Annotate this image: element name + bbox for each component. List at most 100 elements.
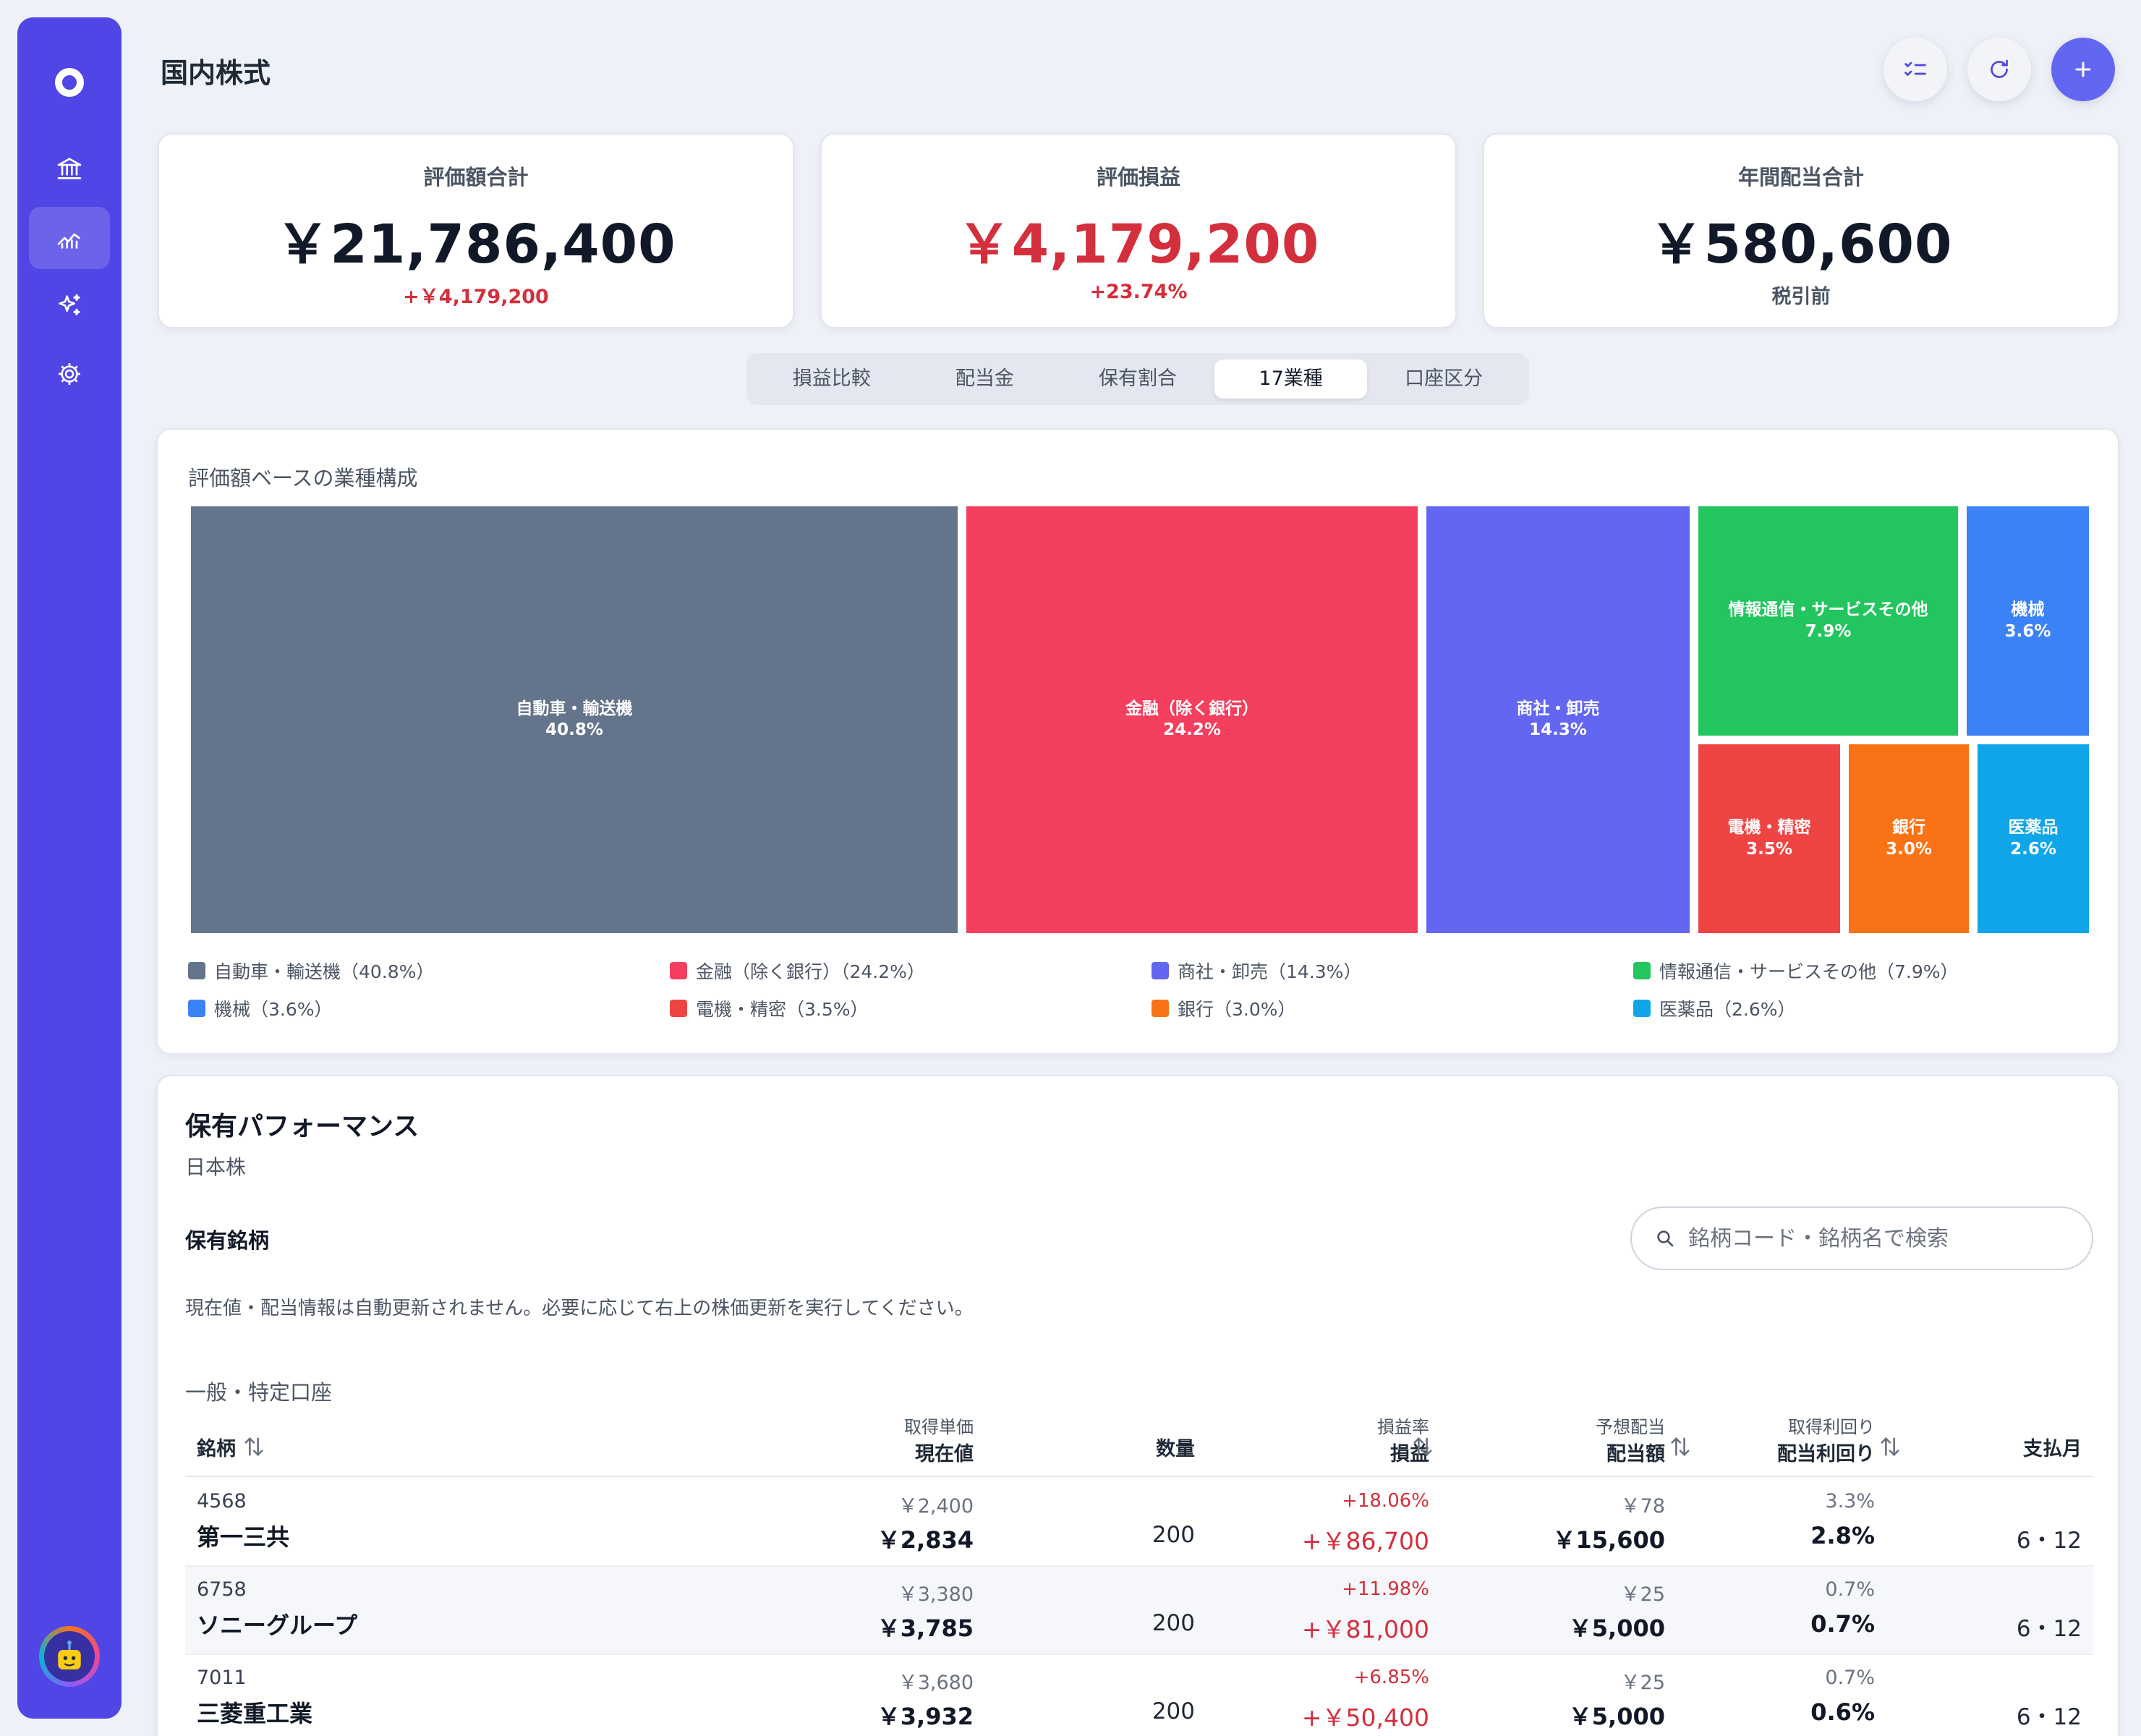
gain-value: ￥4,179,200 [957,213,1320,276]
sidebar-item-stocks[interactable] [29,207,110,269]
chart-tabs: 損益比較 配当金 保有割合 17業種 口座区分 [746,353,1529,405]
legend-item[interactable]: 銀行（3.0%） [1152,995,1296,1021]
col-pl-label: 損益 [1390,1442,1429,1465]
col-yield[interactable]: 取得利回り 配当利回り [1777,1415,1875,1468]
search-input[interactable] [1688,1225,2064,1251]
legend-item[interactable]: 金融（除く銀行）（24.2%） [670,958,925,984]
treemap-cell[interactable]: 医薬品 2.6% [1978,744,2089,933]
cell-div-amt: ￥15,600 [1552,1526,1666,1554]
tab-account-type[interactable]: 口座区分 [1405,367,1484,390]
legend-label: 銀行（3.0%） [1178,999,1296,1020]
cell-qty: 200 [1152,1610,1195,1636]
col-name[interactable]: 銘柄 [197,1435,236,1463]
sort-icon[interactable] [243,1432,265,1461]
gear-icon [59,363,80,385]
sidebar-item-ai[interactable] [29,275,110,337]
avatar[interactable] [39,1626,100,1687]
cell-pl: +￥86,700 [1301,1527,1429,1555]
cell-acq-yield: 0.7% [1825,1667,1875,1689]
col-acq-price-label: 取得単価 [904,1417,974,1437]
treemap-cell-percent: 3.0% [1886,839,1932,859]
tab-pl-compare[interactable]: 損益比較 [792,367,871,390]
valuation-value: ￥21,786,400 [276,213,676,276]
table-row[interactable]: 4568 第一三共 ￥2,400 ￥2,834 200 +18.06% +￥86,700 ￥7… [185,1478,2093,1567]
stock-name: 第一三共 [197,1523,290,1551]
legend-item[interactable]: 商社・卸売（14.3%） [1152,958,1361,984]
sort-icon[interactable] [1412,1432,1434,1461]
sort-icon[interactable] [1879,1432,1901,1461]
account-label: 一般・特定口座 [185,1380,333,1405]
checklist-button[interactable] [1884,38,1947,101]
treemap-cell-name: 情報通信・サービスその他 [1728,600,1928,620]
refresh-button[interactable] [1967,38,2031,101]
legend-label: 金融（除く銀行）（24.2%） [696,961,925,982]
treemap-cell[interactable]: 情報通信・サービスその他 7.9% [1698,506,1958,736]
treemap-cell-name: 商社・卸売 [1516,699,1600,718]
legend-item[interactable]: 電機・精密（3.5%） [670,995,869,1021]
sidebar [17,17,122,1719]
treemap-cell-name: 機械 [2011,600,2045,620]
tab-dividend[interactable]: 配当金 [955,367,1014,390]
col-cur-price-label: 現在値 [915,1442,974,1465]
sector-chart-card: 評価額ベースの業種構成 自動車・輸送機 40.8% 金融（除く銀行） 24.2% 商社・… [156,428,2119,1055]
treemap-cell-name: 自動車・輸送機 [516,699,633,718]
col-pay-month: 支払月 [2023,1435,2082,1463]
cell-qty: 200 [1152,1522,1195,1548]
table-row[interactable]: 7011 三菱重工業 ￥3,680 ￥3,932 200 +6.85% +￥50,400 ￥2… [185,1655,2093,1736]
cell-acq-yield: 0.7% [1825,1578,1875,1601]
app-logo[interactable] [55,68,84,97]
treemap-cell-percent: 24.2% [1163,720,1221,739]
treemap-cell-percent: 14.3% [1529,720,1587,739]
treemap-cell[interactable]: 商社・卸売 14.3% [1426,506,1690,933]
treemap-cell[interactable]: 機械 3.6% [1967,506,2089,736]
search-box[interactable] [1630,1207,2093,1270]
col-pl[interactable]: 損益率 損益 [1377,1415,1429,1468]
legend-item[interactable]: 自動車・輸送機（40.8%） [188,958,434,984]
gain-label: 評価損益 [1096,165,1180,190]
treemap-cell[interactable]: 金融（除く銀行） 24.2% [966,506,1418,933]
cell-acq-price: ￥2,400 [898,1495,974,1518]
treemap-cell[interactable]: 自動車・輸送機 40.8% [191,506,958,933]
dividend-note: 税引前 [1771,286,1831,308]
performance-subtitle: 日本株 [185,1155,247,1179]
add-button[interactable] [2051,38,2115,101]
cell-cur-price: ￥3,932 [877,1703,974,1730]
treemap-cell[interactable]: 電機・精密 3.5% [1698,744,1840,933]
tab-17-sectors[interactable]: 17業種 [1214,359,1368,399]
treemap: 自動車・輸送機 40.8% 金融（除く銀行） 24.2% 商社・卸売 14.3% 情報通信・… [191,506,2089,933]
treemap-cell-percent: 7.9% [1805,621,1852,641]
cell-pl: +￥50,400 [1301,1703,1429,1732]
valuation-change: +￥4,179,200 [403,286,549,308]
treemap-cell-percent: 40.8% [545,720,603,739]
sidebar-item-settings[interactable] [29,343,110,405]
valuation-label: 評価額合計 [423,165,529,190]
col-price: 取得単価 現在値 [904,1415,974,1468]
cell-div-yield: 0.7% [1810,1610,1875,1638]
cell-cur-price: ￥3,785 [877,1614,974,1642]
cell-pay-month: 6・12 [2016,1528,2082,1554]
col-pl-rate-label: 損益率 [1377,1417,1429,1437]
performance-title: 保有パフォーマンス [185,1112,420,1141]
legend-label: 医薬品（2.6%） [1659,999,1796,1020]
sort-icon[interactable] [1669,1432,1691,1461]
legend-item[interactable]: 機械（3.6%） [188,995,333,1021]
legend-swatch [1633,962,1651,979]
legend-swatch [670,1000,687,1017]
table-row[interactable]: 6758 ソニーグループ ￥3,380 ￥3,785 200 +11.98% +￥81,00… [185,1567,2093,1655]
cell-pay-month: 6・12 [2016,1616,2082,1642]
sidebar-item-assets[interactable] [29,137,110,200]
treemap-cell[interactable]: 銀行 3.0% [1849,744,1969,933]
treemap-cell-percent: 3.5% [1746,839,1792,859]
treemap-cell-name: 金融（除く銀行） [1125,699,1259,718]
tab-allocation[interactable]: 保有割合 [1098,367,1177,390]
legend-label: 機械（3.6%） [214,999,333,1020]
stock-name: 三菱重工業 [197,1700,313,1727]
legend-item[interactable]: 情報通信・サービスその他（7.9%） [1633,958,1959,984]
cell-exp-div: ￥78 [1620,1495,1665,1518]
update-notice: 現在値・配当情報は自動更新されません。必要に応じて右上の株価更新を実行してくださ… [185,1298,974,1319]
col-dividend[interactable]: 予想配当 配当額 [1596,1415,1665,1468]
dividend-label: 年間配当合計 [1737,165,1864,190]
legend-item[interactable]: 医薬品（2.6%） [1633,995,1796,1021]
treemap-cell-name: 電機・精密 [1727,818,1811,838]
col-qty-label: 数量 [1156,1438,1195,1460]
